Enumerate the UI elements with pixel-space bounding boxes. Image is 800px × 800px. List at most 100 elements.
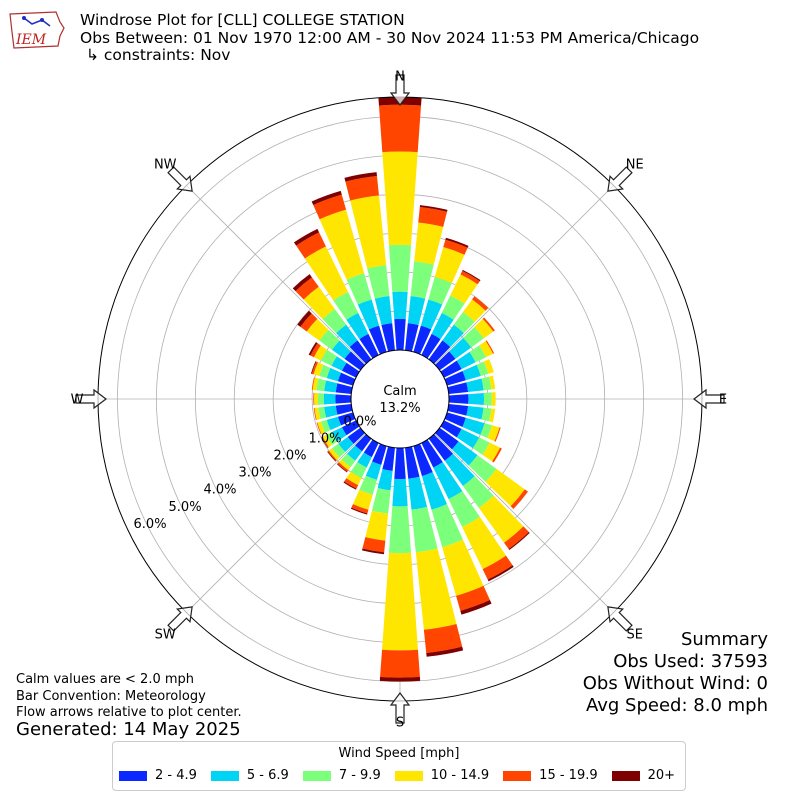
windrose-bar-segment [314,392,319,406]
windrose-bar-segment [313,194,347,220]
windrose-bar-segment [462,476,494,509]
windrose-bar-segment [349,340,372,364]
direction-label: N [395,70,405,85]
windrose-bar-segment [489,408,496,423]
legend-label: 2 - 4.9 [155,768,197,783]
legend-item: 2 - 4.9 [119,768,197,783]
windrose-bar-segment [310,343,321,358]
flow-arrow-icon [693,388,725,410]
windrose-bar-segment [355,434,372,452]
windrose-bar-segment [338,436,354,453]
windrose-bar-segment [295,277,319,300]
windrose-bar-segment [320,349,337,366]
windrose-bar-segment [485,468,525,507]
windrose-bar-segment [317,421,326,435]
windrose-bar-segment [468,392,485,406]
windrose-bar-segment [381,323,395,352]
windrose-bar-segment [388,244,412,292]
windrose-bar-segment [421,333,441,359]
legend-item: 10 - 14.9 [394,768,489,783]
windrose-bar-segment [394,447,406,480]
windrose-bar-segment [408,476,428,510]
windrose-bar-segment [462,299,486,322]
windrose-bar-segment [394,318,406,351]
windrose-bar-segment [311,361,318,375]
windrose-bar-segment [492,447,502,463]
radial-tick-label: 2.0% [273,449,306,464]
windrose-bar-segment [405,323,419,352]
windrose-bar-segment [405,446,420,479]
radial-tick-label: 6.0% [134,517,167,532]
calm-circle [350,349,450,449]
windrose-bar-segment [311,190,342,206]
flow-arrow-icon [167,606,193,632]
legend-swatch [394,770,423,781]
windrose-bar-segment [333,291,359,320]
direction-label: SW [155,627,176,642]
summary-obs-without-wind: Obs Without Wind: 0 [582,673,768,694]
windrose-bar-segment [474,318,494,339]
windrose-bar-segment [343,481,357,490]
windrose-bar-segment [426,646,464,657]
windrose-bar-segment [382,446,395,471]
windrose-bar-segment [293,228,320,246]
legend-label: 15 - 19.9 [539,768,598,783]
windrose-bar-segment [413,443,433,477]
windrose-bar-segment [482,317,495,332]
windrose-bar-segment [336,463,348,473]
flow-arrow-icon [389,692,411,724]
windrose-bar-segment [413,325,432,355]
legend-swatch [302,770,331,781]
windrose-bar-segment [462,269,481,282]
windrose-bar-segment [472,437,490,455]
windrose-bar-segment [447,404,469,416]
calm-note: Calm values are < 2.0 mph [16,672,195,687]
radial-tick-label: 3.0% [238,466,271,481]
windrose-bar-segment [456,585,490,611]
windrose-bar-segment [479,340,494,358]
windrose-bar-segment [478,495,524,543]
windrose-bar-segment [508,532,530,550]
polar-labels: N NE E SE S SW W NW 0.0%1.0%2.0%3.0%4.0%5.0%6.0%… [71,70,728,731]
windrose-bar-segment [318,406,327,419]
windrose-bar-segment [423,623,463,653]
windrose-bar-segment [428,277,452,305]
windrose-bar-segment [418,207,448,227]
windrose-bar-segment [344,351,365,371]
windrose-bar-segment [337,412,356,426]
windrose-bar-segment [352,489,373,510]
windrose-bar-segment [304,246,348,301]
windrose-bar-segment [313,345,328,361]
windrose-bar-segment [357,299,380,330]
windrose-bar-segment [392,291,408,320]
radial-tick-label: 0.0% [343,414,376,429]
windrose-bar-segment [483,392,492,406]
windrose-bar-segment [346,273,372,305]
windrose-bar-segment [341,362,360,378]
flow-arrows-note: Flow arrows relative to plot center. [16,705,242,720]
windrose-bar-segment [361,548,385,555]
windrose-bar-segment [440,420,462,438]
windrose-bar-segment [362,537,386,553]
windrose-bar-segment [421,472,448,510]
generated-date: Generated: 14 May 2025 [16,719,241,740]
windrose-bar-segment [434,247,465,284]
direction-label: NE [626,158,644,173]
windrose-bar-segment [308,342,318,356]
windrose-bar-segment [313,362,324,376]
windrose-bar-segment [468,455,497,482]
windrose-bar-segment [344,478,359,489]
legend-swatch [210,770,239,781]
windrose-bar-segment [431,312,454,340]
windrose-bar-segment [367,265,390,299]
windrose-bar-segment [440,360,462,378]
summary-obs-used: Obs Used: 37593 [613,651,768,672]
windrose-bar-segment [441,295,465,320]
windrose-bar-segment [341,420,360,436]
windrose-bar-segment [462,364,481,381]
windrose-bar-segment [312,377,319,391]
windrose-bar-segment [435,427,459,450]
legend-label: 20+ [647,768,676,783]
windrose-bar-segment [346,445,363,461]
